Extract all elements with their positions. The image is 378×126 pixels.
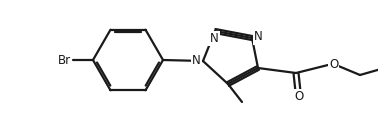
Text: N: N (210, 32, 218, 45)
Text: O: O (294, 90, 304, 103)
Text: N: N (254, 30, 263, 43)
Text: N: N (192, 54, 201, 67)
Text: O: O (329, 58, 338, 71)
Text: Br: Br (58, 54, 71, 67)
